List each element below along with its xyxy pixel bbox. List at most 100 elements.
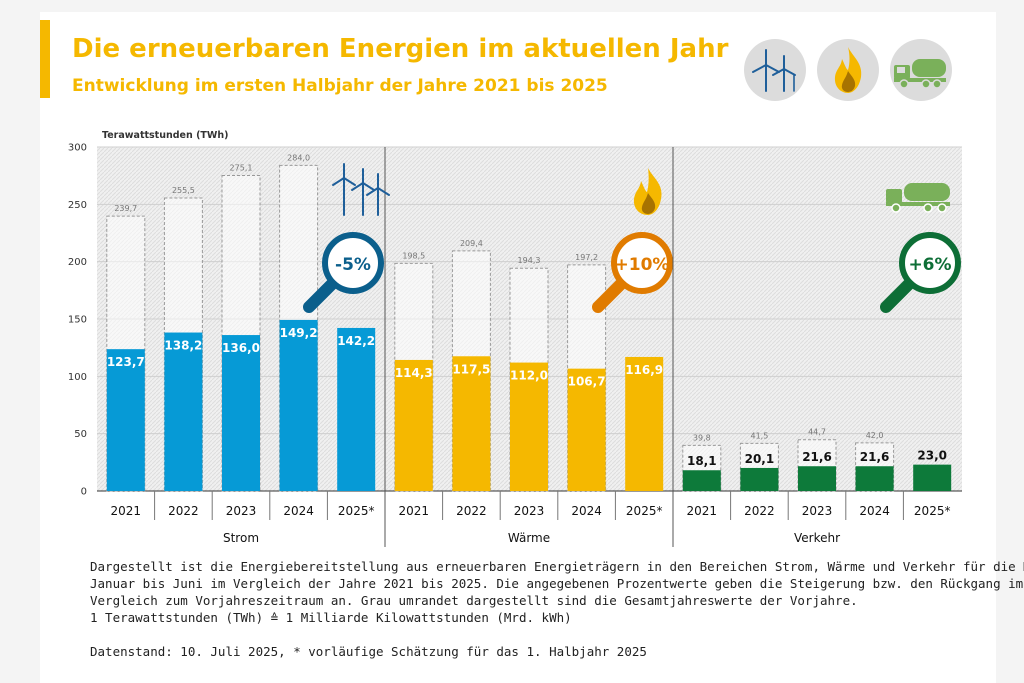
x-tick-label: 2025* [338,504,375,518]
bar-value-label: 106,7 [568,375,606,389]
y-tick-label: 100 [68,372,87,383]
y-tick-label: 250 [68,200,87,211]
x-tick-label: 2021 [111,504,142,518]
first-half-bar [164,332,203,491]
footnote-line: Januar bis Juni im Vergleich der Jahre 2… [90,576,1024,591]
x-tick-label: 2021 [399,504,430,518]
bar-value-label: 117,5 [452,362,490,376]
full-year-label: 44,7 [808,428,826,437]
full-year-label: 209,4 [460,239,483,248]
tanker-truck-icon [886,183,950,213]
full-year-label: 42,0 [866,431,884,440]
bar-value-label: 116,9 [625,363,663,377]
first-half-bar [682,470,721,491]
chart-subtitle: Entwicklung im ersten Halbjahr der Jahre… [72,76,608,96]
y-tick-label: 50 [74,429,87,440]
full-year-label: 275,1 [230,164,253,173]
bar-value-label: 20,1 [745,452,775,466]
bar-value-label: 149,2 [280,326,318,340]
bar-value-label: 21,6 [860,450,890,464]
truck-cab [886,189,902,203]
x-tick-label: 2021 [687,504,718,518]
x-tick-label: 2024 [283,504,314,518]
magnifier-handle [592,277,628,313]
first-half-bar [855,466,894,491]
turbine-blade [377,187,390,196]
bar-value-label: 112,0 [510,369,548,383]
x-tick-label: 2024 [859,504,890,518]
magnifier-lens [899,232,961,294]
bar-value-label: 123,7 [107,355,145,369]
magnifier-handle [303,277,339,313]
x-tick-label: 2023 [802,504,833,518]
y-tick-label: 150 [68,315,87,326]
turbine-blade [351,182,364,191]
full-year-label: 194,3 [518,256,541,265]
turbine-blade [362,182,375,191]
first-half-bar [337,327,376,491]
bar-value-label: 23,0 [917,449,947,463]
change-badge: +10% [615,255,670,275]
truck-wheel [891,203,901,213]
first-half-bar [222,335,260,491]
x-tick-label: 2023 [514,504,545,518]
first-half-bar [106,349,145,491]
footnote: Dargestellt ist die Energiebereitstellun… [90,558,1024,660]
bar-value-label: 136,0 [222,341,260,355]
first-half-bar [798,466,836,491]
bar-value-label: 18,1 [687,454,717,468]
y-tick-label: 200 [68,257,87,268]
title-accent-bar [40,20,50,98]
x-tick-label: 2023 [226,504,257,518]
full-year-label: 198,5 [402,251,425,260]
bar-value-label: 21,6 [802,450,832,464]
group-label: Wärme [508,531,550,545]
y-tick-label: 300 [68,143,87,154]
group-label: Verkehr [794,531,840,545]
full-year-label: 239,7 [114,204,137,213]
x-tick-label: 2022 [456,504,487,518]
x-tick-label: 2025* [914,504,951,518]
footnote-line: 1 Terawattstunden (TWh) ≙ 1 Milliarde Ki… [90,610,572,625]
full-year-label: 39,8 [693,433,711,442]
full-year-label: 41,5 [750,431,768,440]
full-year-label: 197,2 [575,253,598,262]
x-tick-label: 2022 [744,504,775,518]
full-year-label: 255,5 [172,186,195,195]
change-badge: -5% [335,255,371,275]
first-half-bar [279,319,318,491]
truck-chassis [886,202,950,206]
truck-tank [904,183,950,201]
flame-icon [817,39,879,101]
turbine-blade [343,177,356,186]
full-year-label: 284,0 [287,153,310,162]
truck-wheel [923,203,933,213]
x-tick-label: 2022 [168,504,199,518]
y-axis-label: Terawattstunden (TWh) [102,130,228,141]
bar-value-label: 138,2 [164,339,202,353]
tanker-truck-icon [890,39,952,101]
wind-turbine-icon [744,39,806,101]
y-tick-label: 0 [81,487,87,498]
turbine-blade [366,187,379,196]
x-tick-label: 2025* [626,504,663,518]
first-half-bar [740,467,779,491]
truck-wheel [937,203,947,213]
turbine-blade [332,177,345,186]
change-badge: +6% [908,255,951,275]
first-half-bar [913,464,952,491]
chart-title: Die erneuerbaren Energien im aktuellen J… [72,34,729,64]
bar-value-label: 142,2 [337,334,375,348]
footnote-line: Vergleich zum Vorjahreszeitraum an. Grau… [90,593,858,608]
magnifier-handle [880,277,916,313]
footnote-line: Datenstand: 10. Juli 2025, * vorläufige … [90,644,647,659]
flame-inner [641,193,656,214]
bar-value-label: 114,3 [395,366,433,380]
first-half-bar [625,356,664,491]
first-half-bar [510,362,548,491]
first-half-bar [394,359,433,491]
first-half-bar [452,356,491,491]
magnifier-lens [322,232,384,294]
footnote-line: Dargestellt ist die Energiebereitstellun… [90,559,1024,574]
